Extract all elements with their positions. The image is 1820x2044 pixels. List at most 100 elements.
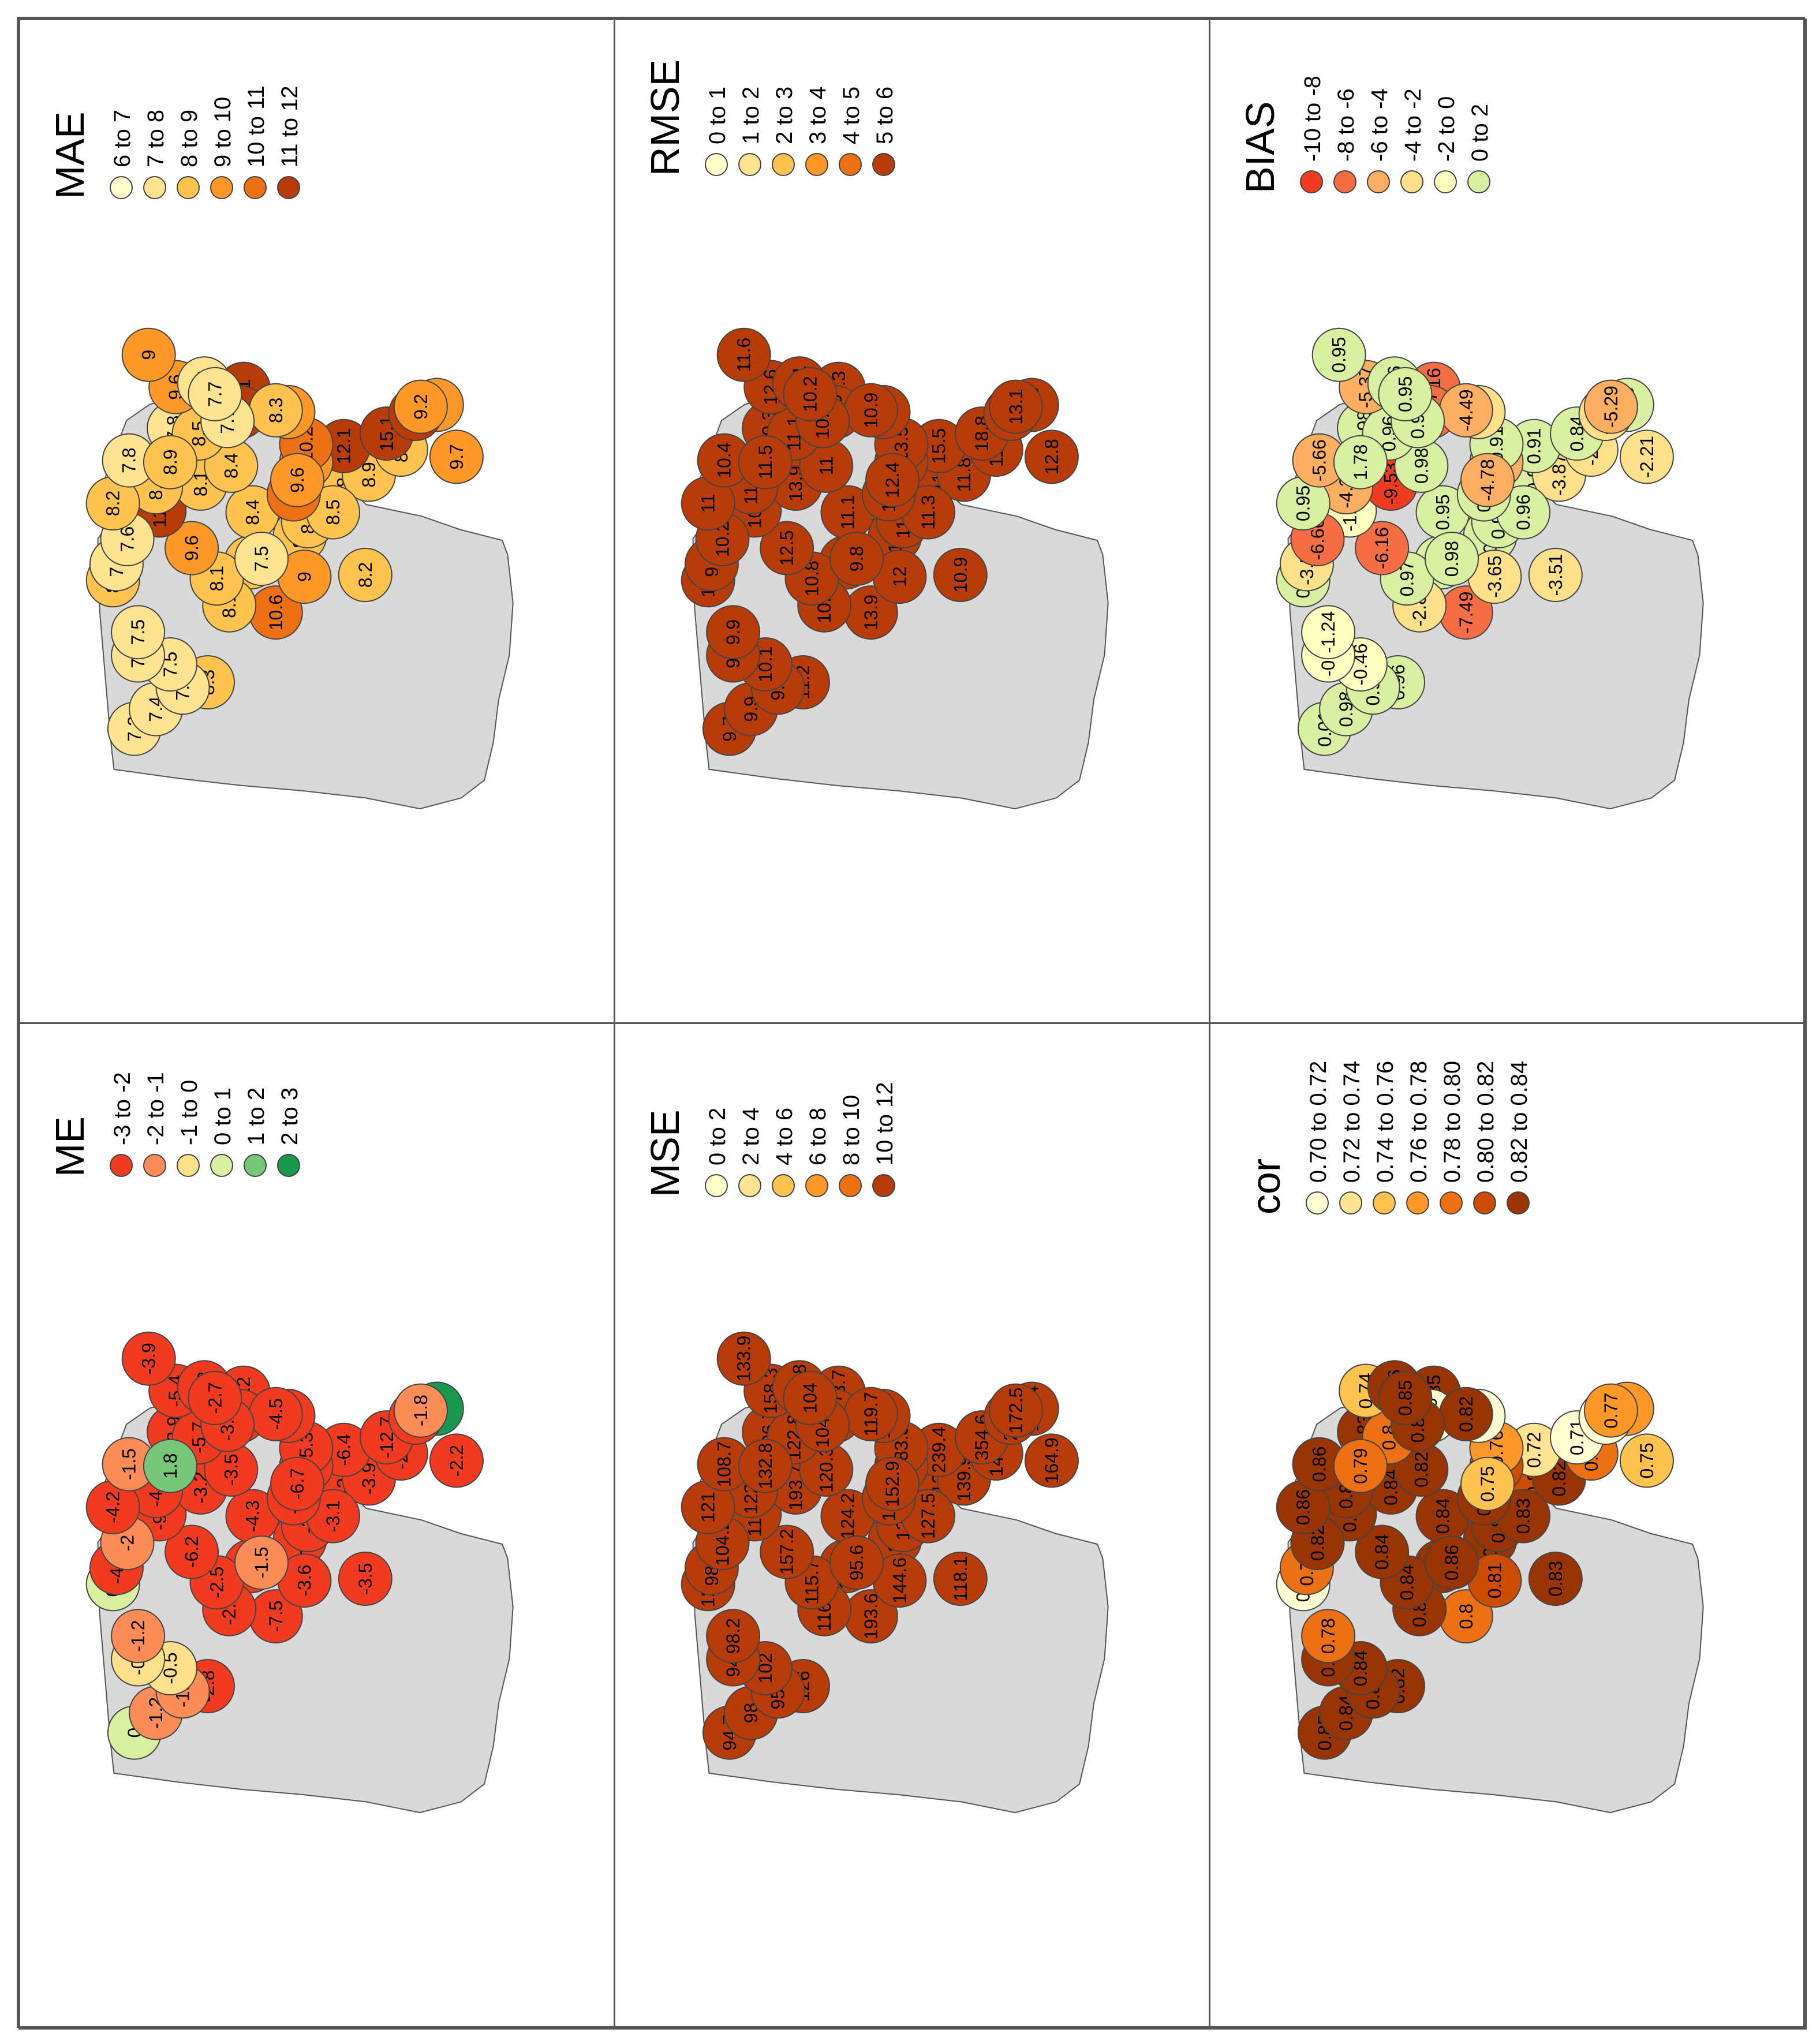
station-marker[interactable]: 0.75 — [1619, 1433, 1674, 1488]
station-marker[interactable]: 8.9 — [143, 435, 197, 489]
station-marker[interactable]: 172.5 — [988, 1383, 1043, 1438]
station-marker[interactable]: 121 — [681, 1480, 735, 1534]
station-marker[interactable]: 9.9 — [706, 605, 761, 660]
station-marker[interactable]: 0.79 — [1333, 1438, 1388, 1493]
station-marker[interactable]: -1.2 — [111, 1609, 166, 1664]
station-marker[interactable]: 7.7 — [188, 367, 242, 421]
station-marker[interactable]: 132.8 — [738, 1438, 793, 1493]
legend-swatch — [772, 1174, 795, 1197]
station-marker[interactable]: -4.49 — [1438, 383, 1493, 438]
station-marker[interactable]: 0.77 — [1583, 1383, 1638, 1438]
station-marker[interactable]: 0.86 — [1292, 1437, 1347, 1492]
station-marker[interactable]: 0.84 — [1355, 1524, 1410, 1579]
station-marker[interactable]: 9 — [121, 327, 176, 382]
station-marker[interactable]: 13.1 — [988, 379, 1043, 434]
station-marker[interactable]: 11 — [681, 476, 735, 530]
station-marker[interactable]: 12 — [872, 550, 927, 604]
station-marker[interactable]: -4.5 — [248, 1387, 303, 1441]
station-marker[interactable]: 0.84 — [1415, 1489, 1470, 1544]
legend-label: 5 to 6 — [872, 87, 898, 144]
station-marker[interactable]: 98 — [724, 1686, 779, 1740]
station-value: 95.6 — [846, 1545, 867, 1580]
station-marker[interactable]: 0.98 — [1425, 532, 1479, 586]
station-marker[interactable]: -3.51 — [1528, 548, 1583, 602]
station-marker[interactable]: 9.7 — [429, 429, 484, 484]
station-marker[interactable]: 1.8 — [143, 1438, 197, 1493]
station-marker[interactable]: 9.6 — [270, 453, 324, 507]
station-marker[interactable]: 164.9 — [1024, 1433, 1079, 1488]
station-marker[interactable]: -4.3 — [225, 1489, 280, 1544]
station-marker[interactable]: -1.24 — [1301, 605, 1356, 660]
station-marker[interactable]: 0.83 — [1528, 1552, 1583, 1606]
station-marker[interactable]: -2.7 — [188, 1370, 242, 1425]
station-marker[interactable]: 8.2 — [338, 548, 393, 602]
station-marker[interactable]: 7.5 — [111, 605, 166, 660]
station-marker[interactable]: -4.2 — [85, 1480, 140, 1534]
station-marker[interactable]: 0.8 — [1438, 1589, 1493, 1644]
station-marker[interactable]: 0.95 — [1311, 327, 1366, 382]
legend-label: 2 to 3 — [277, 1088, 302, 1145]
station-marker[interactable]: 1.78 — [1333, 435, 1388, 489]
station-marker[interactable]: -3.6 — [277, 1553, 332, 1608]
station-marker[interactable]: 9.8 — [829, 532, 884, 586]
legend-swatch — [805, 1174, 828, 1197]
legend-label: 0.70 to 0.72 — [1306, 1061, 1331, 1183]
station-marker[interactable]: 0.81 — [1467, 1553, 1522, 1608]
station-marker[interactable]: 104 — [783, 1370, 838, 1425]
station-marker[interactable]: 157.2 — [760, 1524, 814, 1579]
station-marker[interactable]: -1.5 — [234, 1535, 289, 1590]
station-marker[interactable]: 10.9 — [843, 383, 898, 438]
station-marker[interactable]: 13.9 — [843, 585, 898, 640]
station-value: 15.5 — [929, 428, 950, 464]
station-marker[interactable]: -3.65 — [1467, 550, 1522, 604]
station-marker[interactable]: -2.2 — [429, 1433, 484, 1488]
station-marker[interactable]: -3.9 — [121, 1331, 176, 1386]
station-marker[interactable]: 9.6 — [165, 521, 219, 576]
station-marker[interactable]: -1.5 — [102, 1437, 156, 1492]
station-marker[interactable]: -6.7 — [270, 1456, 324, 1511]
station-marker[interactable]: 10.4 — [697, 433, 752, 488]
station-value: 10.9 — [861, 393, 881, 428]
station-marker[interactable]: 8.3 — [248, 383, 303, 438]
station-marker[interactable]: 12.8 — [1024, 429, 1079, 484]
station-marker[interactable]: -3.5 — [338, 1552, 393, 1606]
station-marker[interactable]: 7.8 — [102, 433, 156, 488]
station-marker[interactable]: 12.5 — [760, 521, 814, 576]
station-marker[interactable]: -1.8 — [393, 1383, 448, 1438]
station-marker[interactable]: -4.78 — [1460, 453, 1515, 507]
station-marker[interactable]: 8.2 — [85, 476, 140, 530]
station-marker[interactable]: 0.95 — [1378, 367, 1433, 421]
station-marker[interactable]: 12.4 — [865, 453, 920, 507]
station-marker[interactable]: -2.21 — [1619, 429, 1674, 484]
station-marker[interactable]: 9 — [277, 550, 332, 604]
station-value: -5.29 — [1601, 386, 1621, 428]
station-marker[interactable]: 152.9 — [865, 1456, 920, 1511]
station-marker[interactable]: 124.2 — [820, 1489, 875, 1544]
station-marker[interactable]: 0.78 — [1301, 1609, 1356, 1664]
station-marker[interactable]: 11.1 — [820, 485, 875, 540]
station-marker[interactable]: 0.86 — [1425, 1535, 1479, 1590]
station-marker[interactable]: 10.9 — [933, 548, 988, 602]
station-marker[interactable]: 144.6 — [872, 1553, 927, 1608]
station-marker[interactable]: 10.2 — [783, 367, 838, 421]
station-marker[interactable]: -7.49 — [1438, 585, 1493, 640]
station-marker[interactable]: 11.6 — [716, 327, 771, 382]
station-marker[interactable]: 118.1 — [933, 1552, 988, 1606]
station-marker[interactable]: 95.6 — [829, 1535, 884, 1590]
station-marker[interactable]: 0.75 — [1460, 1456, 1515, 1511]
station-marker[interactable]: 119.7 — [843, 1387, 898, 1441]
station-marker[interactable]: -5.29 — [1583, 379, 1638, 434]
legend-label: -1 to 0 — [177, 1080, 202, 1145]
station-marker[interactable]: 7.5 — [234, 532, 289, 586]
station-marker[interactable]: 133.9 — [716, 1331, 771, 1386]
station-marker[interactable]: 98.2 — [706, 1609, 761, 1664]
station-marker[interactable]: 9.2 — [393, 379, 448, 434]
station-marker[interactable]: -6.16 — [1355, 521, 1410, 576]
station-marker[interactable]: 0.85 — [1378, 1370, 1433, 1425]
station-marker[interactable]: 11.5 — [738, 435, 793, 489]
station-marker[interactable]: -6.2 — [165, 1524, 219, 1579]
station-marker[interactable]: 10.6 — [248, 585, 303, 640]
station-marker[interactable]: 108.7 — [697, 1437, 752, 1492]
station-marker[interactable]: 127.5 — [901, 1489, 955, 1544]
station-marker[interactable]: 0.82 — [1438, 1387, 1493, 1441]
